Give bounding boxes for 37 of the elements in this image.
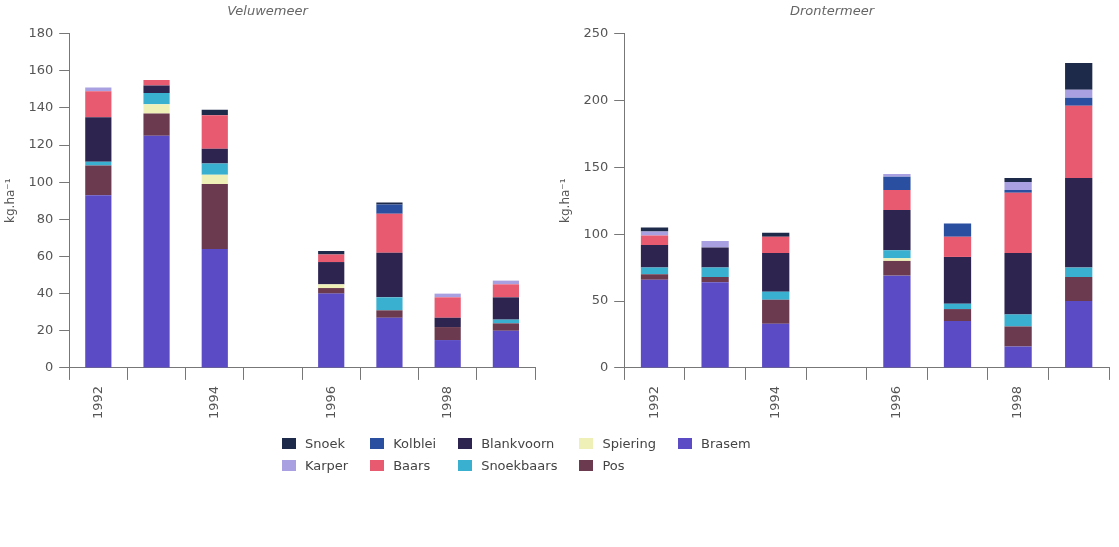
legend-label: Karper <box>305 457 349 473</box>
legend-label: Snoekbaars <box>481 457 558 473</box>
x-tick-label: 1994 <box>767 385 783 420</box>
y-axis-title: kg.ha⁻¹ <box>558 178 573 223</box>
legend-label: Pos <box>602 457 625 473</box>
x-tick-label: 1998 <box>1009 385 1025 420</box>
x-tick-label: 1992 <box>89 385 105 420</box>
x-tick-label: 1998 <box>439 385 455 420</box>
y-tick-label: 200 <box>583 91 609 107</box>
y-tick-label: 180 <box>28 24 54 40</box>
y-axis-title: kg.ha⁻¹ <box>3 178 18 223</box>
x-tick-label: 1992 <box>645 385 661 420</box>
y-tick-label: 140 <box>28 99 54 115</box>
legend-label: Brasem <box>700 435 751 451</box>
y-tick-label: 40 <box>36 285 54 300</box>
y-tick-label: 100 <box>583 225 609 241</box>
y-tick-label: 0 <box>599 359 609 375</box>
y-tick-label: 20 <box>36 322 54 338</box>
legend-label: Snoek <box>305 435 345 451</box>
y-tick-label: 60 <box>36 247 54 263</box>
y-tick-label: 50 <box>591 292 609 308</box>
legend-label: Blankvoorn <box>481 435 555 451</box>
y-tick-label: 80 <box>36 210 54 226</box>
legend-label: Kolblei <box>393 435 437 451</box>
y-tick-label: 150 <box>583 158 609 174</box>
x-tick-label: 1996 <box>888 385 904 420</box>
x-tick-label: 1996 <box>322 385 338 420</box>
legend-label: Spiering <box>602 435 656 451</box>
chart-title: Veluwemeer <box>227 3 310 19</box>
x-tick-label: 1994 <box>206 385 222 420</box>
legend-label: Baars <box>393 457 431 473</box>
chart-title: Drontermeer <box>790 3 876 19</box>
y-tick-label: 250 <box>583 24 609 40</box>
y-tick-label: 120 <box>28 136 54 152</box>
y-tick-label: 0 <box>44 359 54 375</box>
y-tick-label: 160 <box>28 62 54 78</box>
y-tick-label: 100 <box>28 173 54 189</box>
